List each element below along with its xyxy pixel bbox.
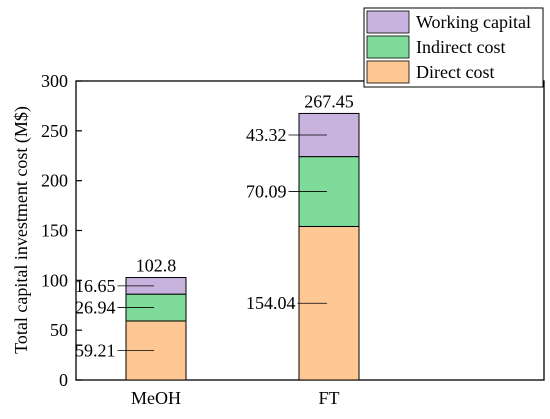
y-axis-label: Total capital investment cost (M$): [11, 106, 32, 354]
segment-value-label: 154.04: [246, 293, 296, 313]
legend: Working capital Indirect cost Direct cost: [363, 7, 544, 88]
legend-label: Direct cost: [416, 62, 494, 82]
y-tick-label: 200: [41, 171, 68, 191]
axis-layer: 0 50 100 150 200 250 300 MeOH FT: [41, 71, 545, 408]
x-tick-label: MeOH: [131, 388, 181, 408]
segment-value-label: 26.94: [75, 298, 116, 318]
segment-value-label: 59.21: [75, 340, 116, 360]
legend-swatch-indirect-cost: [366, 35, 410, 59]
y-tick-label: 250: [41, 121, 68, 141]
y-tick-label: 300: [41, 71, 68, 91]
bar-total-label: 102.8: [136, 256, 177, 276]
segment-value-label: 70.09: [246, 182, 287, 202]
y-tick-label: 150: [41, 221, 68, 241]
segment-value-label: 43.32: [246, 125, 287, 145]
legend-label: Working capital: [416, 12, 531, 32]
y-tick-label: 100: [41, 270, 68, 290]
bar-total-label: 267.45: [304, 91, 354, 111]
legend-swatch-direct-cost: [366, 60, 410, 84]
bar-layer: [125, 112, 360, 381]
y-tick-label: 0: [59, 370, 68, 390]
y-tick-label: 50: [50, 320, 68, 340]
legend-swatch-working-capital: [366, 10, 410, 34]
legend-label: Indirect cost: [416, 37, 505, 57]
segment-value-label: 16.65: [75, 276, 116, 296]
x-tick-label: FT: [318, 388, 339, 408]
